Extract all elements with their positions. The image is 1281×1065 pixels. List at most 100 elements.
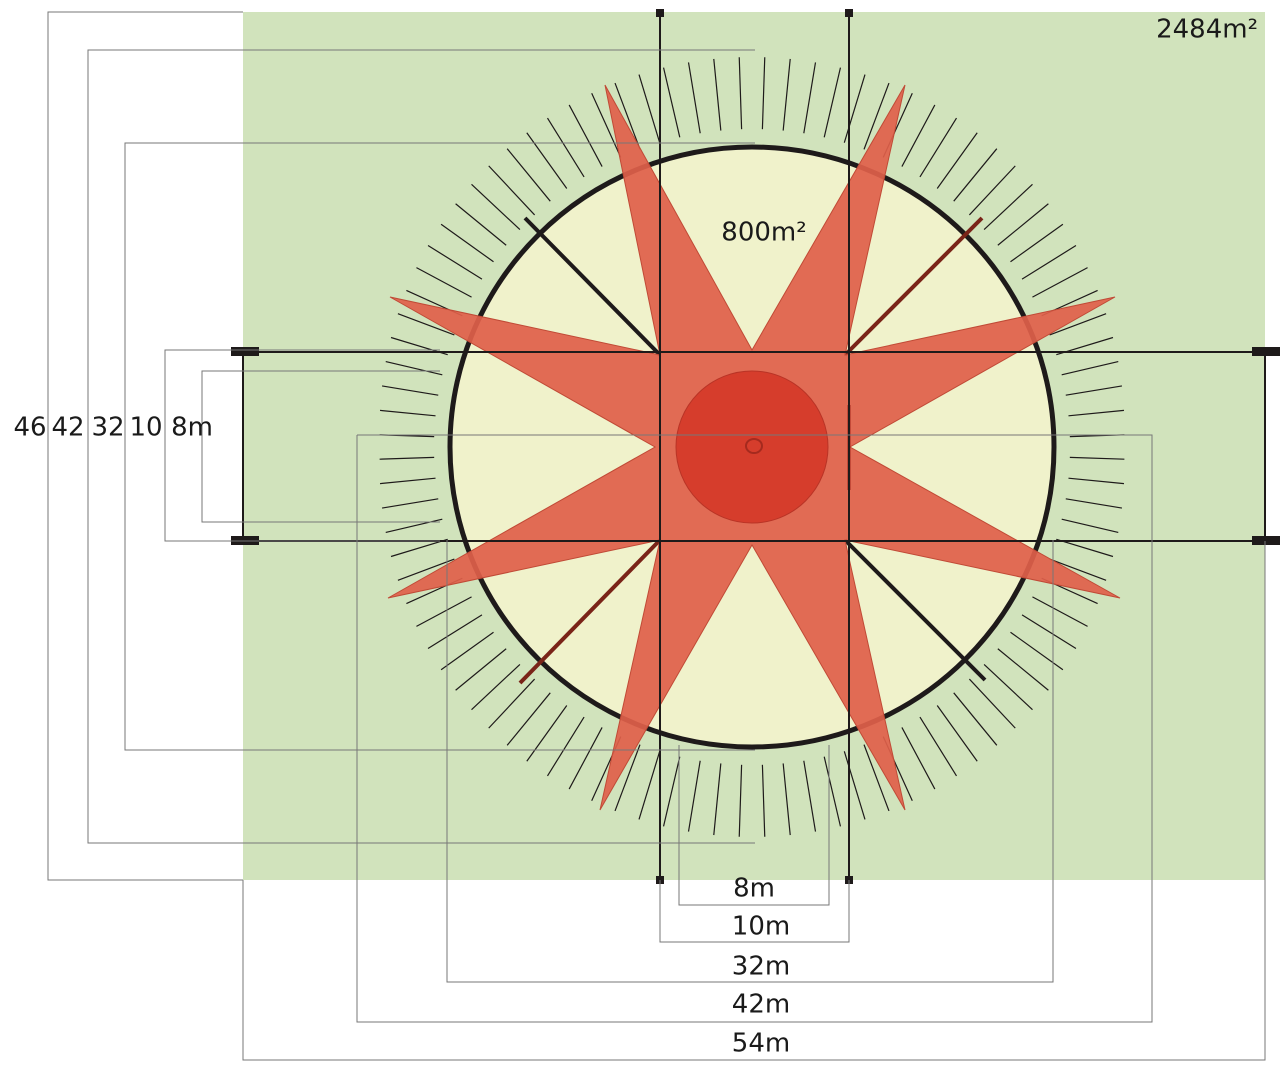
site-area-label: 2484m² <box>1156 15 1258 45</box>
tick <box>455 203 507 246</box>
tick <box>761 764 766 837</box>
tick <box>416 596 472 627</box>
tick <box>471 183 521 231</box>
tick <box>1061 518 1119 533</box>
dimension-label: 8m <box>733 874 775 904</box>
tick <box>1032 596 1088 627</box>
tick <box>687 62 701 134</box>
tick <box>381 385 439 396</box>
tick <box>568 104 603 167</box>
tick <box>983 663 1033 711</box>
tick <box>526 705 568 762</box>
tick <box>526 132 568 189</box>
tick <box>379 477 436 485</box>
dimension-label: 42m <box>732 990 790 1020</box>
tick <box>614 744 641 812</box>
tick <box>1056 538 1114 558</box>
tick <box>379 456 435 460</box>
center-mast <box>745 438 763 454</box>
tick <box>936 705 978 762</box>
tick <box>506 148 551 202</box>
tick <box>863 82 890 150</box>
tick <box>901 104 936 167</box>
tick <box>1068 477 1125 485</box>
tick <box>440 631 494 671</box>
tick <box>997 203 1049 246</box>
tick <box>713 58 722 131</box>
tick <box>843 751 866 820</box>
tick <box>397 313 455 336</box>
tick <box>936 132 978 189</box>
tick <box>782 58 791 131</box>
diagonal-beams <box>523 216 987 682</box>
tick <box>381 498 439 509</box>
dimension-label: 10m <box>732 912 790 942</box>
tick <box>1065 498 1123 509</box>
tick <box>713 763 722 836</box>
tick <box>1065 385 1123 396</box>
tick <box>662 756 681 827</box>
tick <box>823 67 842 138</box>
tick <box>968 165 1016 216</box>
tick <box>901 727 936 790</box>
tick <box>1069 456 1125 460</box>
tick <box>638 751 661 820</box>
radial-ticks <box>379 57 1125 837</box>
circle-area-label: 800m² <box>721 218 806 248</box>
tick <box>1049 558 1107 581</box>
tick <box>1021 245 1077 280</box>
center-disc <box>675 370 829 524</box>
diagonal-beams-red <box>518 216 984 685</box>
tick <box>455 648 507 691</box>
tick <box>591 92 622 158</box>
dimension-label: 54m <box>732 1029 790 1059</box>
tick <box>1010 631 1064 671</box>
tick <box>782 763 791 836</box>
tick <box>919 716 958 777</box>
tick <box>488 678 536 729</box>
tick <box>390 538 448 558</box>
tick <box>1021 614 1077 649</box>
tick <box>1032 267 1088 298</box>
tick <box>1061 361 1119 376</box>
tick <box>983 183 1033 231</box>
tick <box>385 518 443 533</box>
tick <box>803 62 817 134</box>
tick <box>440 223 494 263</box>
tick <box>738 57 743 130</box>
tick <box>488 165 536 216</box>
tick <box>1049 313 1107 336</box>
tick <box>968 678 1016 729</box>
dimension-label: 46 <box>13 413 46 443</box>
tick <box>416 267 472 298</box>
dimension-label: 10 <box>129 413 162 443</box>
tick <box>638 74 661 143</box>
tick <box>1068 409 1125 417</box>
tick <box>427 614 483 649</box>
tick <box>1010 223 1064 263</box>
tick <box>953 692 998 746</box>
tick <box>997 648 1049 691</box>
tick <box>568 727 603 790</box>
tick <box>823 756 842 827</box>
dimension-lines <box>47 11 1266 1061</box>
tick <box>546 716 585 777</box>
tick <box>506 692 551 746</box>
tick <box>471 663 521 711</box>
tick <box>919 117 958 178</box>
tick <box>761 57 766 130</box>
tick <box>843 74 866 143</box>
tick <box>427 245 483 280</box>
tick <box>863 744 890 812</box>
tick <box>662 67 681 138</box>
dimension-label: 32m <box>732 952 790 982</box>
tick <box>546 117 585 178</box>
tick <box>738 764 743 837</box>
dimension-label: 8m <box>171 413 213 443</box>
tick <box>953 148 998 202</box>
tick <box>803 760 817 832</box>
dimension-label: 42 <box>51 413 84 443</box>
dimension-label: 32 <box>91 413 124 443</box>
tick <box>385 361 443 376</box>
